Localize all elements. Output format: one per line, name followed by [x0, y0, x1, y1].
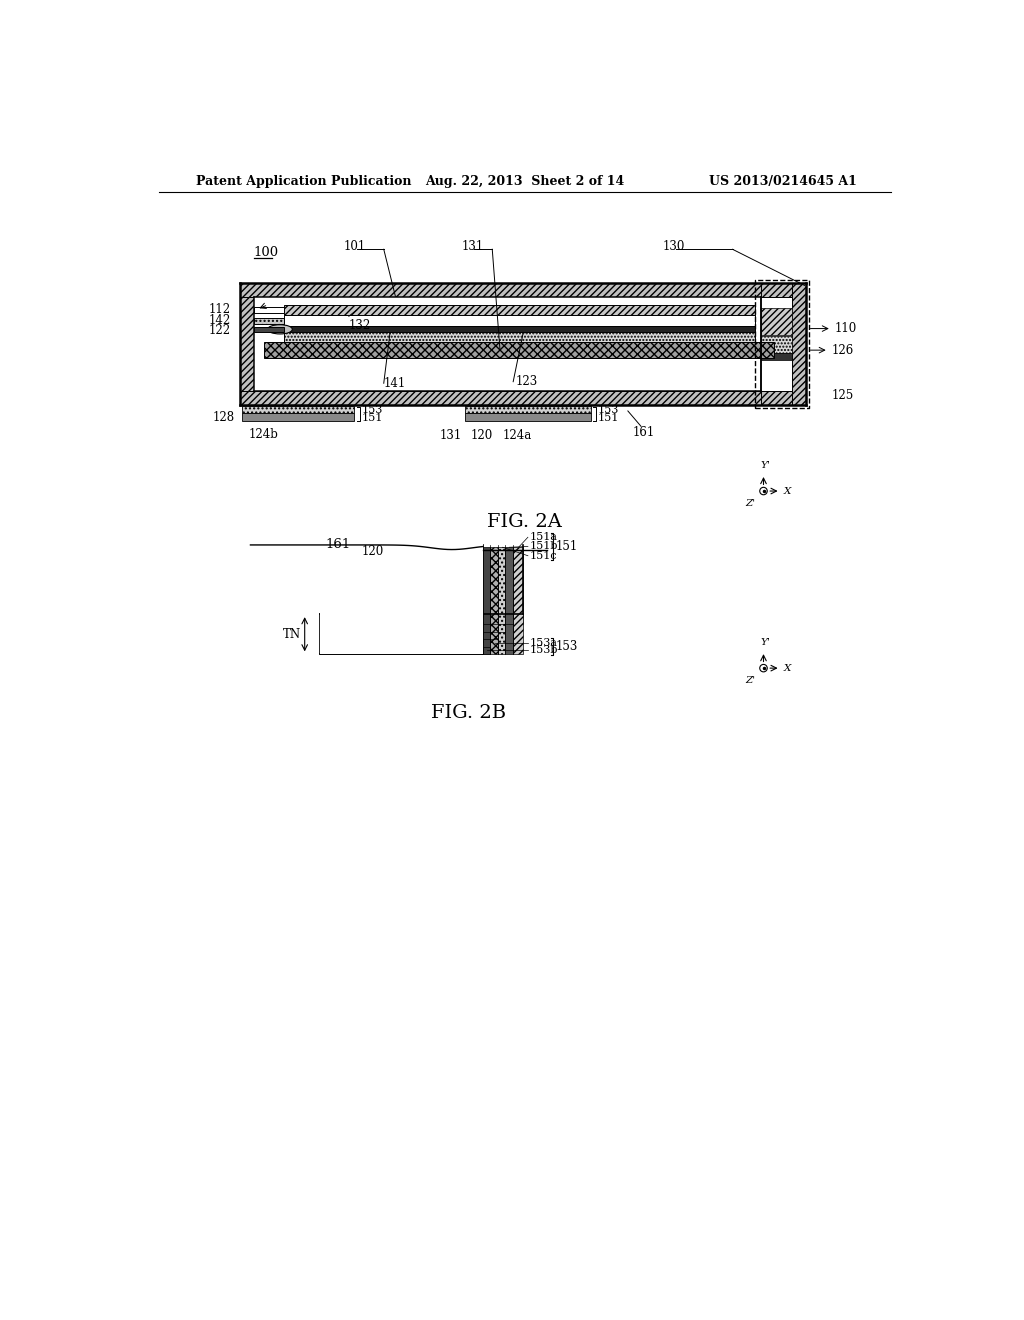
Text: 101: 101 [343, 240, 366, 253]
Bar [241, 391, 806, 405]
Bar [761, 391, 793, 405]
Text: Z': Z' [745, 676, 756, 685]
Bar [321, 639, 499, 647]
Bar [321, 614, 523, 624]
Text: 153a: 153a [529, 638, 557, 648]
Bar [264, 342, 774, 358]
Bar [793, 284, 806, 405]
Text: 125: 125 [831, 389, 854, 403]
Text: Z': Z' [745, 499, 756, 508]
Text: 153: 153 [361, 405, 383, 416]
Text: 132: 132 [349, 318, 371, 331]
Bar [513, 548, 523, 655]
Bar [483, 548, 489, 655]
Text: X: X [783, 487, 791, 495]
Bar [254, 297, 761, 391]
Text: Aug. 22, 2013  Sheet 2 of 14: Aug. 22, 2013 Sheet 2 of 14 [425, 176, 625, 187]
Text: 141: 141 [384, 376, 406, 389]
Text: 130: 130 [663, 240, 685, 253]
Text: 161: 161 [632, 426, 654, 440]
Bar [489, 548, 499, 655]
Text: 124b: 124b [249, 428, 279, 441]
Bar [761, 309, 793, 334]
Bar [321, 544, 483, 655]
Bar [321, 632, 506, 639]
Bar [321, 624, 513, 632]
Text: Y': Y' [760, 461, 770, 470]
Text: X: X [783, 664, 791, 673]
Text: Patent Application Publication: Patent Application Publication [197, 176, 412, 187]
Text: 151a: 151a [529, 532, 557, 543]
Bar [254, 327, 284, 331]
Text: 120: 120 [361, 545, 384, 557]
Text: FIG. 2A: FIG. 2A [487, 513, 562, 531]
Text: 112: 112 [209, 302, 231, 315]
Text: 123: 123 [515, 375, 538, 388]
Bar [761, 284, 793, 297]
Bar [761, 337, 793, 354]
Text: 151b: 151b [529, 541, 558, 552]
Text: 122: 122 [209, 323, 231, 337]
Bar [465, 413, 592, 421]
Text: 142: 142 [209, 314, 231, 327]
Text: 151: 151 [556, 540, 579, 553]
Text: 124a: 124a [503, 429, 531, 442]
Text: 153: 153 [556, 640, 579, 653]
Text: 153b: 153b [529, 645, 558, 656]
Text: 161: 161 [326, 539, 351, 552]
Text: 151: 151 [598, 413, 620, 422]
Bar [284, 333, 755, 342]
Bar [254, 308, 284, 313]
Bar [761, 354, 793, 360]
Bar [284, 326, 755, 333]
Bar [254, 318, 284, 323]
Text: 151: 151 [361, 413, 383, 422]
Bar [284, 314, 755, 326]
Text: 131: 131 [440, 429, 462, 442]
Text: 153: 153 [598, 405, 620, 416]
Text: TN: TN [283, 628, 301, 640]
Bar [506, 548, 513, 655]
Text: 131: 131 [461, 240, 483, 253]
Text: Y': Y' [760, 639, 770, 647]
Bar [241, 284, 806, 297]
Text: 120: 120 [471, 429, 494, 442]
Text: FIG. 2B: FIG. 2B [431, 704, 507, 722]
Ellipse shape [267, 325, 292, 334]
Bar [321, 647, 489, 655]
Text: 100: 100 [254, 246, 279, 259]
Bar [242, 413, 353, 421]
Text: 128: 128 [213, 411, 234, 424]
Bar [242, 407, 353, 413]
Bar [465, 407, 592, 413]
Text: 110: 110 [835, 322, 857, 335]
Bar [499, 548, 506, 655]
Text: 126: 126 [831, 343, 854, 356]
Text: US 2013/0214645 A1: US 2013/0214645 A1 [709, 176, 856, 187]
Text: 151c: 151c [529, 550, 557, 561]
Bar [284, 305, 755, 314]
Bar [241, 297, 254, 391]
